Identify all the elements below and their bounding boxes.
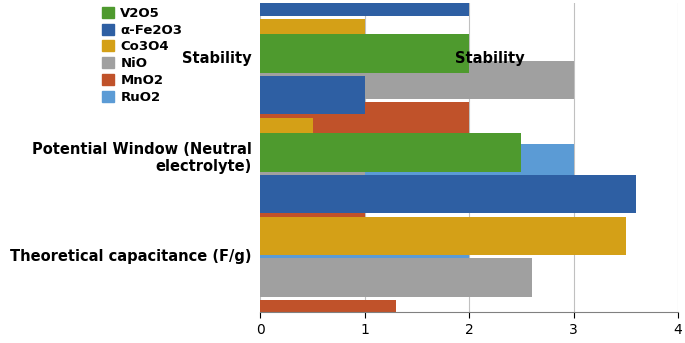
Bar (260, 34, 469, 73)
Bar (260, 144, 573, 182)
Bar (260, 159, 364, 198)
Bar (260, 0, 469, 16)
Bar (260, 216, 626, 255)
Bar (260, 19, 364, 57)
Text: Stability: Stability (182, 51, 252, 67)
Bar (260, 258, 532, 297)
Bar (260, 201, 364, 239)
Bar (260, 76, 364, 115)
Text: Stability: Stability (456, 51, 525, 67)
Text: Theoretical capacitance (F/g): Theoretical capacitance (F/g) (10, 249, 252, 264)
Text: Potential Window (Neutral
electrolyte): Potential Window (Neutral electrolyte) (32, 142, 252, 174)
Bar (260, 243, 469, 281)
Bar (260, 300, 396, 338)
Bar (260, 61, 573, 99)
Legend: V2O5, α-Fe2O3, Co3O4, NiO, MnO2, RuO2: V2O5, α-Fe2O3, Co3O4, NiO, MnO2, RuO2 (102, 7, 182, 104)
Bar (260, 342, 521, 343)
Bar (260, 133, 521, 172)
Bar (260, 175, 636, 213)
Bar (260, 102, 469, 141)
Bar (260, 118, 312, 156)
